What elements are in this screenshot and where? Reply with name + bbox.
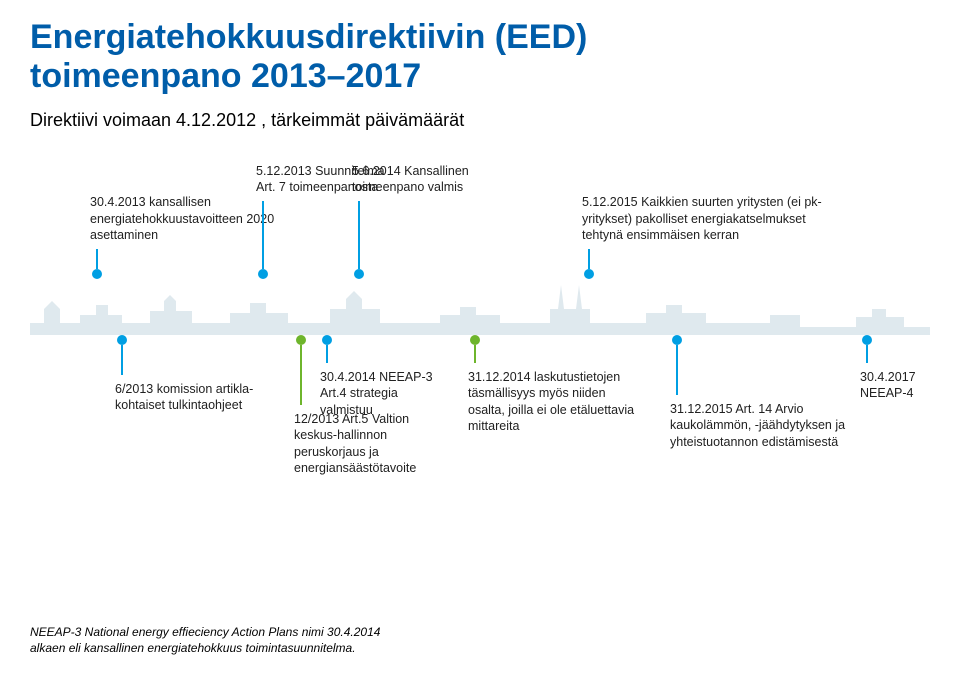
timeline-pin	[474, 345, 476, 363]
timeline-dot	[258, 269, 268, 279]
timeline-dot	[584, 269, 594, 279]
skyline-svg	[30, 279, 930, 335]
page-subtitle: Direktiivi voimaan 4.12.2012 , tärkeimmä…	[30, 110, 930, 131]
timeline-label: 30.4.2013 kansallisen energiatehokkuusta…	[90, 194, 275, 243]
title-line-1: Energiatehokkuusdirektiivin (EED)	[30, 18, 587, 56]
timeline-label: 30.4.2017 NEEAP-4	[860, 369, 940, 402]
timeline-bottom-item: 31.12.2014 laskutustietojen täsmällisyys…	[468, 335, 643, 434]
timeline-pin	[326, 345, 328, 363]
timeline-top-item: 30.4.2013 kansallisen energiatehokkuusta…	[90, 194, 275, 279]
timeline-dot	[322, 335, 332, 345]
timeline-bottom-item: 30.4.2017 NEEAP-4	[860, 335, 940, 402]
timeline-dot	[296, 335, 306, 345]
timeline-label: 31.12.2014 laskutustietojen täsmällisyys…	[468, 369, 643, 434]
footnote: NEEAP-3 National energy effieciency Acti…	[30, 624, 380, 656]
timeline-top-item: 5.12.2015 Kaikkien suurten yritysten (ei…	[582, 194, 827, 279]
timeline-pin	[262, 201, 264, 269]
timeline-label: 5.12.2015 Kaikkien suurten yritysten (ei…	[582, 194, 827, 243]
timeline-pin	[121, 345, 123, 375]
timeline-dot	[862, 335, 872, 345]
timeline-dot	[672, 335, 682, 345]
timeline-pin	[588, 249, 590, 269]
timeline-label: 30.4.2014 NEEAP-3 Art.4 strategia valmis…	[320, 369, 450, 418]
timeline-pin	[96, 249, 98, 269]
timeline-dot	[470, 335, 480, 345]
footnote-line-1: NEEAP-3 National energy effieciency Acti…	[30, 625, 380, 639]
timeline-dot	[92, 269, 102, 279]
timeline-dot	[354, 269, 364, 279]
timeline-pin	[300, 345, 302, 405]
timeline-bottom-item: 31.12.2015 Art. 14 Arvio kaukolämmön, -j…	[670, 335, 870, 450]
footnote-line-2: alkaen eli kansallinen energiatehokkuus …	[30, 641, 356, 655]
timeline-top-row: 30.4.2013 kansallisen energiatehokkuusta…	[30, 149, 930, 279]
timeline-top-item: 5.6.2014 Kansallinen toimeenpano valmis	[352, 163, 502, 280]
slide-page: Energiatehokkuusdirektiivin (EED) toimee…	[0, 0, 960, 690]
skyline-silhouette	[30, 279, 930, 335]
timeline-label: 5.6.2014 Kansallinen toimeenpano valmis	[352, 163, 502, 196]
timeline-bottom-item: 6/2013 komission artikla-kohtaiset tulki…	[115, 335, 270, 414]
timeline-pin	[676, 345, 678, 395]
timeline-dot	[117, 335, 127, 345]
timeline: 30.4.2013 kansallisen energiatehokkuusta…	[30, 149, 930, 479]
page-title: Energiatehokkuusdirektiivin (EED) toimee…	[30, 18, 930, 96]
timeline-label: 12/2013 Art.5 Valtion keskus-hallinnon p…	[294, 411, 444, 476]
timeline-pin	[866, 345, 868, 363]
timeline-bottom-item: 30.4.2014 NEEAP-3 Art.4 strategia valmis…	[320, 335, 450, 418]
timeline-pin	[358, 201, 360, 269]
timeline-label: 6/2013 komission artikla-kohtaiset tulki…	[115, 381, 270, 414]
title-line-2: toimeenpano 2013–2017	[30, 57, 421, 95]
timeline-label: 31.12.2015 Art. 14 Arvio kaukolämmön, -j…	[670, 401, 870, 450]
timeline-bottom-row: 6/2013 komission artikla-kohtaiset tulki…	[30, 335, 930, 485]
